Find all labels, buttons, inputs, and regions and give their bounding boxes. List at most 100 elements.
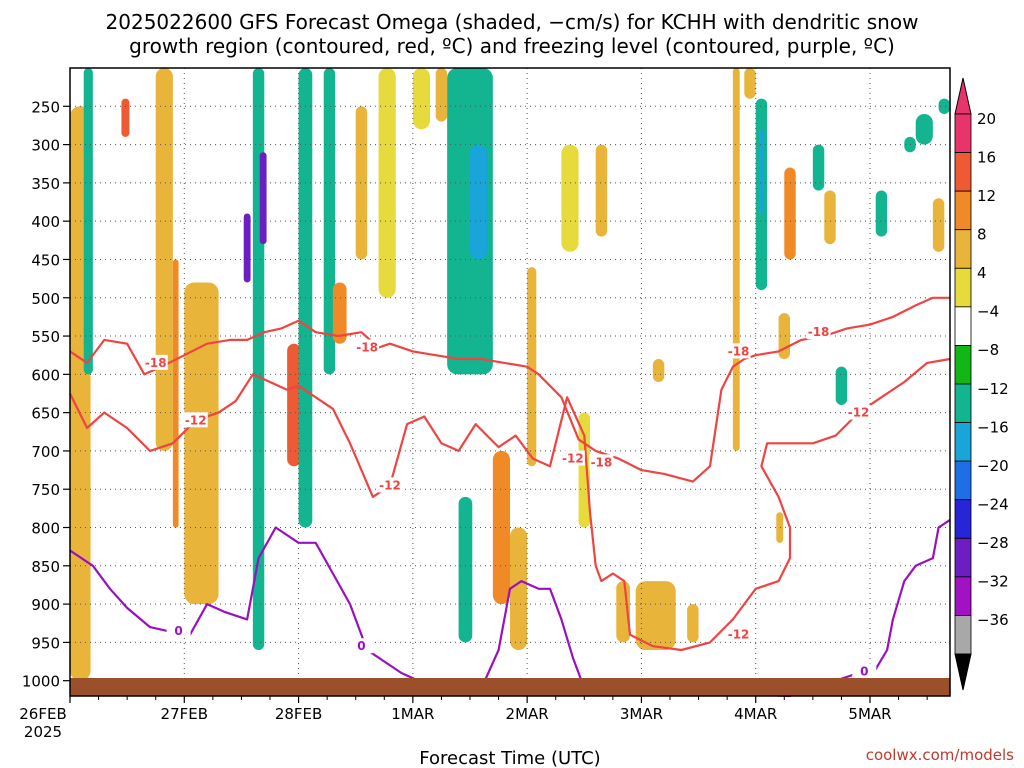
x-tick-label: 4MAR: [734, 705, 777, 723]
contour-label: -18: [728, 344, 750, 358]
omega-shade-22: [510, 527, 528, 651]
omega-shade-32: [732, 68, 740, 451]
colorbar-label: 16: [977, 148, 996, 166]
plot-area: -18 -18 -18 -18 -18 -12 -12 -12 -12 -12 0 0 0: [69, 67, 951, 698]
x-tick-label: 3MAR: [620, 705, 663, 723]
colorbar-swatch: [954, 152, 972, 192]
omega-shade-16: [435, 68, 448, 122]
contour-label-bg: [852, 663, 877, 679]
contour-label-bg: [378, 477, 402, 493]
contour-label-bg: [355, 339, 380, 355]
colorbar-swatch: [954, 537, 972, 578]
contour-label: 0: [357, 639, 365, 653]
omega-shade-35: [776, 512, 784, 543]
y-tick-label: 300: [31, 137, 60, 155]
omega-shade-25: [578, 412, 590, 528]
colorbar-label: −28: [977, 534, 1009, 552]
y-tick-label: 400: [31, 213, 60, 231]
contour-label-bg: [183, 412, 208, 428]
omega-shade-34: [759, 129, 764, 214]
y-axis-pressure: 250 300 350 400 450 500 550 600 650 700 750 800 850 9…: [22, 98, 70, 691]
omega-shade-28: [652, 359, 665, 382]
x-tick-label: 5MAR: [848, 705, 891, 723]
omega-shade-24: [561, 144, 579, 252]
contour-label-bg: [143, 354, 168, 370]
omega-shade-31: [744, 68, 756, 99]
grid-lines: [70, 68, 950, 696]
contour-label: 0: [860, 664, 868, 678]
contour-label: -18: [808, 325, 830, 339]
y-tick-label: 250: [31, 98, 60, 116]
colorbar-swatch: [954, 113, 972, 153]
y-tick-label: 450: [31, 251, 60, 269]
colorbar-label: −16: [977, 418, 1009, 436]
omega-shade-15: [412, 68, 430, 130]
omega-shade-14: [378, 68, 396, 298]
y-tick-label: 600: [31, 366, 60, 384]
colorbar-swatch: [954, 576, 972, 616]
contour-lines: -18 -18 -18 -18 -18 -12 -12 -12 -12 -12 0 0 0: [69, 296, 951, 698]
colorbar-swatch: [954, 229, 972, 269]
colorbar-swatch: [954, 190, 972, 231]
contour-label-bg: [589, 454, 614, 470]
omega-shade-13: [355, 106, 368, 260]
x-tick-label: 26FEB: [19, 705, 66, 723]
contour-label: -12: [848, 406, 870, 420]
omega-shade-43: [915, 113, 933, 145]
y-tick-label: 650: [31, 405, 60, 423]
contour-label: -12: [379, 478, 401, 492]
contour-dgz-0: [69, 296, 950, 483]
contour-label: -18: [145, 356, 167, 370]
colorbar-label: −4: [977, 303, 999, 321]
plot-frame: [69, 67, 951, 697]
colorbar-bottom-arrow: [954, 653, 972, 691]
contour-label: -18: [591, 455, 613, 469]
colorbar-label: −24: [977, 496, 1009, 514]
omega-shade-29: [635, 581, 676, 651]
omega-shade-37: [784, 167, 796, 260]
colorbar-swatch: [954, 615, 972, 655]
omega-shade-5: [184, 282, 219, 605]
colorbar-label: 12: [977, 187, 996, 205]
colorbar-label: −36: [977, 611, 1009, 629]
chart-title-line-1: 2025022600 GFS Forecast Omega (shaded, −…: [106, 10, 919, 34]
contour-label: 0: [174, 624, 182, 638]
colorbar-label: −8: [977, 341, 999, 359]
colorbar-swatch: [954, 460, 972, 501]
contour-dgz-1: [69, 357, 951, 652]
contour-label: -12: [562, 452, 584, 466]
y-tick-label: 550: [31, 328, 60, 346]
omega-shade-4: [172, 259, 179, 528]
x-axis-time: 26FEB 27FEB 28FEB 1MAR 2MAR 3MAR 4MAR 5MAR: [19, 696, 928, 723]
colorbar-label: 8: [977, 226, 987, 244]
y-tick-label: 1000: [22, 673, 60, 691]
omega-shade-6: [243, 213, 251, 283]
y-tick-label: 700: [31, 443, 60, 461]
omega-shade-20: [458, 496, 473, 643]
colorbar-label: −32: [977, 573, 1009, 591]
y-tick-label: 800: [31, 520, 60, 538]
omega-shade-44: [938, 98, 950, 114]
y-tick-label: 350: [31, 175, 60, 193]
terrain-ground: [70, 678, 950, 696]
colorbar-label: −20: [977, 457, 1009, 475]
omega-shade-11: [323, 68, 336, 375]
chart-title-line-2: growth region (contoured, red, ºC) and f…: [129, 34, 895, 58]
omega-shade-45: [932, 198, 945, 252]
contour-label-bg: [349, 638, 374, 654]
omega-shade-19: [470, 144, 488, 260]
colorbar-label: −12: [977, 380, 1009, 398]
omega-shade-30: [687, 604, 699, 643]
contour-label-bg: [806, 324, 831, 340]
x-tick-label: 28FEB: [275, 705, 322, 723]
credit-text: coolwx.com/models: [866, 746, 1014, 764]
y-tick-label: 750: [31, 481, 60, 499]
contour-label: -18: [356, 341, 378, 355]
colorbar-label: 20: [977, 110, 996, 128]
contour-label-bg: [726, 343, 751, 359]
omega-shade-26: [595, 144, 608, 237]
contour-label: -12: [728, 628, 750, 642]
omega-shade-23: [527, 267, 537, 467]
contour-label: -12: [185, 413, 207, 427]
